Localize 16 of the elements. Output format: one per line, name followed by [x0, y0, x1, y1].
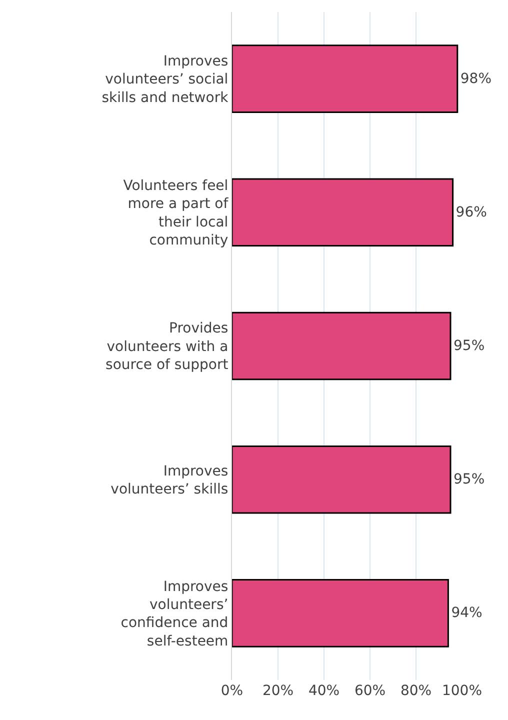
- x-tick-label: 100%: [442, 683, 482, 699]
- y-tick-label: Improves volunteers’ confidence and self-esteem: [120, 578, 228, 650]
- data-label: 98%: [460, 70, 492, 87]
- y-tick-label: Improves volunteers’ social skills and network: [102, 54, 230, 106]
- y-tick-label: Volunteers feel more a part of their local community: [123, 178, 230, 249]
- data-label: 96%: [456, 204, 487, 220]
- x-tick-label: 0%: [220, 683, 244, 699]
- x-tick-label: 20%: [262, 683, 294, 699]
- data-label: 94%: [451, 605, 482, 622]
- x-tick-label: 80%: [400, 683, 432, 699]
- data-label: 95%: [454, 338, 485, 354]
- y-tick-label: Improves volunteers’ skills: [110, 463, 228, 498]
- x-tick-label: 60%: [354, 683, 386, 699]
- data-label: 95%: [454, 472, 485, 488]
- y-tick-label: Provides volunteers with a source of support: [106, 320, 229, 374]
- x-tick-label: 40%: [308, 683, 340, 699]
